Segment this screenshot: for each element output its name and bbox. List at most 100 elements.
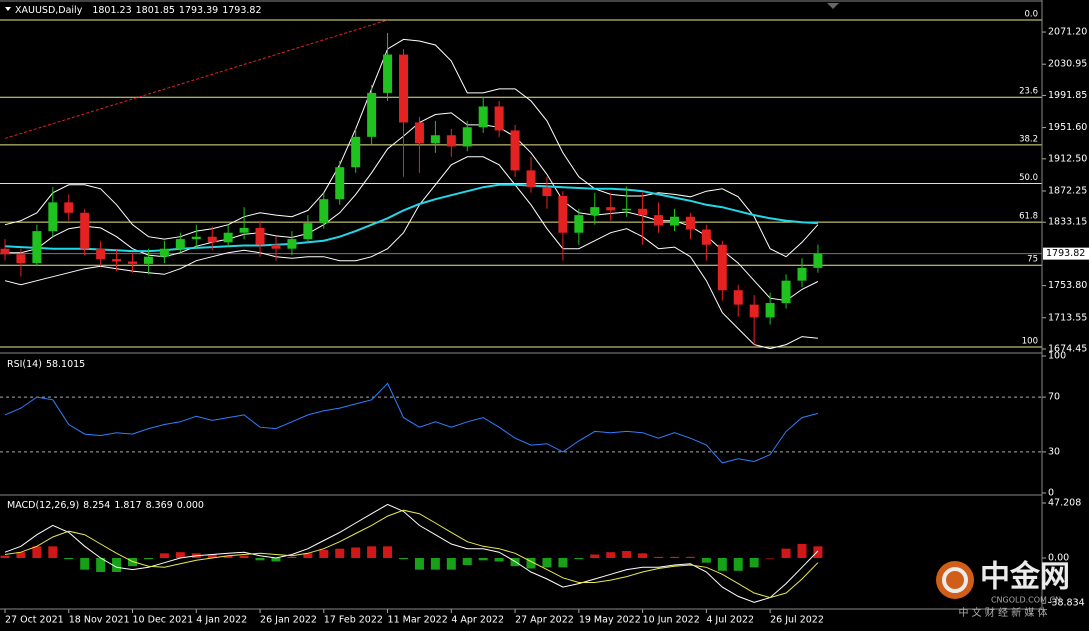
- rsi-value: 58.1015: [46, 359, 85, 370]
- histogram-bar: [399, 557, 408, 560]
- candle-body: [781, 280, 791, 304]
- y-tick-label: 0: [1048, 488, 1054, 499]
- histogram-bar: [383, 546, 393, 558]
- trendline: [4, 19, 388, 139]
- histogram-bar: [319, 549, 329, 558]
- x-tick-label: 4 Jul 2022: [706, 615, 754, 626]
- histogram-bar: [414, 557, 424, 570]
- candle-body: [638, 208, 648, 216]
- histogram-bar: [749, 557, 759, 568]
- macd-value: 8.369: [146, 500, 173, 511]
- y-tick-label: -38.834: [1048, 598, 1085, 609]
- brand: 中金网: [980, 560, 1070, 595]
- candle-body: [717, 244, 727, 291]
- plot-layer: 0.0 23.6 38.2 50.0 61.8 75 100 2071.20 2030.95 19…: [0, 10, 1089, 626]
- fib-label: 75: [1027, 255, 1038, 265]
- histogram-bar: [303, 553, 313, 558]
- menu-arrow: [5, 7, 11, 11]
- histogram-bar: [143, 557, 153, 560]
- candle-body: [685, 216, 695, 230]
- candle-body: [255, 227, 265, 245]
- histogram-bar: [813, 546, 823, 558]
- x-tick-label: 26 Jan 2022: [260, 615, 317, 626]
- y-tick-label: 1713.55: [1048, 312, 1087, 323]
- candle-body: [701, 229, 711, 245]
- fib-label: 100: [1022, 336, 1038, 346]
- histogram-bar: [558, 557, 568, 568]
- x-tick-label: 19 May 2022: [579, 615, 641, 626]
- candle-body: [335, 167, 345, 200]
- candle-body: [526, 170, 536, 188]
- candle-body: [765, 303, 775, 318]
- header-low: 1793.39: [179, 5, 218, 16]
- candle-body: [446, 135, 456, 147]
- histogram-bar: [207, 554, 217, 558]
- histogram-bar: [701, 557, 711, 563]
- histogram-bar: [159, 553, 169, 558]
- signal-line: [4, 509, 819, 599]
- macd-header: MACD(12,26,9) 8.254 1.817 8.369 0.000: [7, 500, 204, 511]
- watermark: 中金网 CNGOLD.COM.CN 中 文 财 经 新 媒 体: [936, 560, 1070, 619]
- y-tick-label: 1951.60: [1048, 122, 1087, 133]
- macd-value: 0.000: [177, 500, 204, 511]
- histogram-bar: [494, 557, 504, 562]
- shift-marker: [827, 3, 839, 9]
- rsi-header: RSI(14) 58.1015: [7, 359, 85, 370]
- price-tag: [1043, 247, 1089, 260]
- candle-body: [510, 130, 520, 171]
- candle-body: [462, 127, 472, 147]
- x-tick-label: 18 Nov 2021: [69, 615, 130, 626]
- candle-body: [0, 248, 10, 255]
- candle-body: [542, 187, 552, 196]
- candle-body: [112, 259, 122, 262]
- candle-body: [414, 122, 424, 144]
- histogram-bar: [765, 557, 775, 559]
- y-tick-label: 0.00: [1048, 552, 1069, 563]
- fib-label: 50.0: [1019, 173, 1038, 183]
- candle-body: [430, 135, 440, 144]
- candle-body: [399, 54, 408, 123]
- candle-body: [478, 106, 488, 128]
- candle-body: [558, 195, 568, 233]
- band-upper: [4, 38, 819, 258]
- candle-body: [367, 92, 377, 137]
- candle-body: [287, 239, 297, 249]
- x-tick-label: 4 Apr 2022: [451, 615, 504, 626]
- histogram-bar: [462, 557, 472, 565]
- histogram-bar: [574, 557, 584, 560]
- histogram-bar: [685, 556, 695, 558]
- x-tick-label: 26 Jul 2022: [770, 615, 824, 626]
- histogram-bar: [590, 554, 600, 558]
- histogram-bar: [16, 552, 26, 558]
- header-open: 1801.23: [92, 5, 131, 16]
- x-tick-label: 11 Mar 2022: [388, 615, 448, 626]
- y-tick-label: 2071.20: [1048, 27, 1087, 38]
- macd-title: MACD(12,26,9): [7, 500, 79, 511]
- macd-line: [4, 503, 819, 603]
- candle-body: [80, 212, 90, 249]
- candle-body: [16, 254, 26, 264]
- y-tick-label: 1912.50: [1048, 153, 1087, 164]
- histogram-bar: [430, 557, 440, 570]
- candle-body: [64, 202, 74, 213]
- histogram-bar: [669, 556, 679, 558]
- candle-body: [32, 231, 42, 264]
- histogram-bar: [0, 555, 10, 558]
- histogram-bar: [351, 547, 361, 558]
- histogram-bar: [96, 557, 106, 572]
- main-header: XAUUSD,Daily 1801.23 1801.85 1793.39 1793.82: [15, 5, 262, 16]
- y-tick-label: 1991.85: [1048, 90, 1087, 101]
- band-lower: [4, 156, 818, 350]
- candle-body: [143, 256, 153, 264]
- histogram-bar: [478, 557, 488, 561]
- rsi-line: [4, 382, 819, 464]
- x-tick-label: 17 Feb 2022: [324, 615, 383, 626]
- candle-body: [96, 248, 106, 260]
- y-tick-label: 1753.80: [1048, 280, 1087, 291]
- y-tick-label: 47.208: [1048, 498, 1081, 509]
- macd-value: 8.254: [83, 500, 110, 511]
- candle-body: [622, 208, 632, 211]
- candle-body: [383, 54, 393, 93]
- candle-body: [606, 207, 616, 211]
